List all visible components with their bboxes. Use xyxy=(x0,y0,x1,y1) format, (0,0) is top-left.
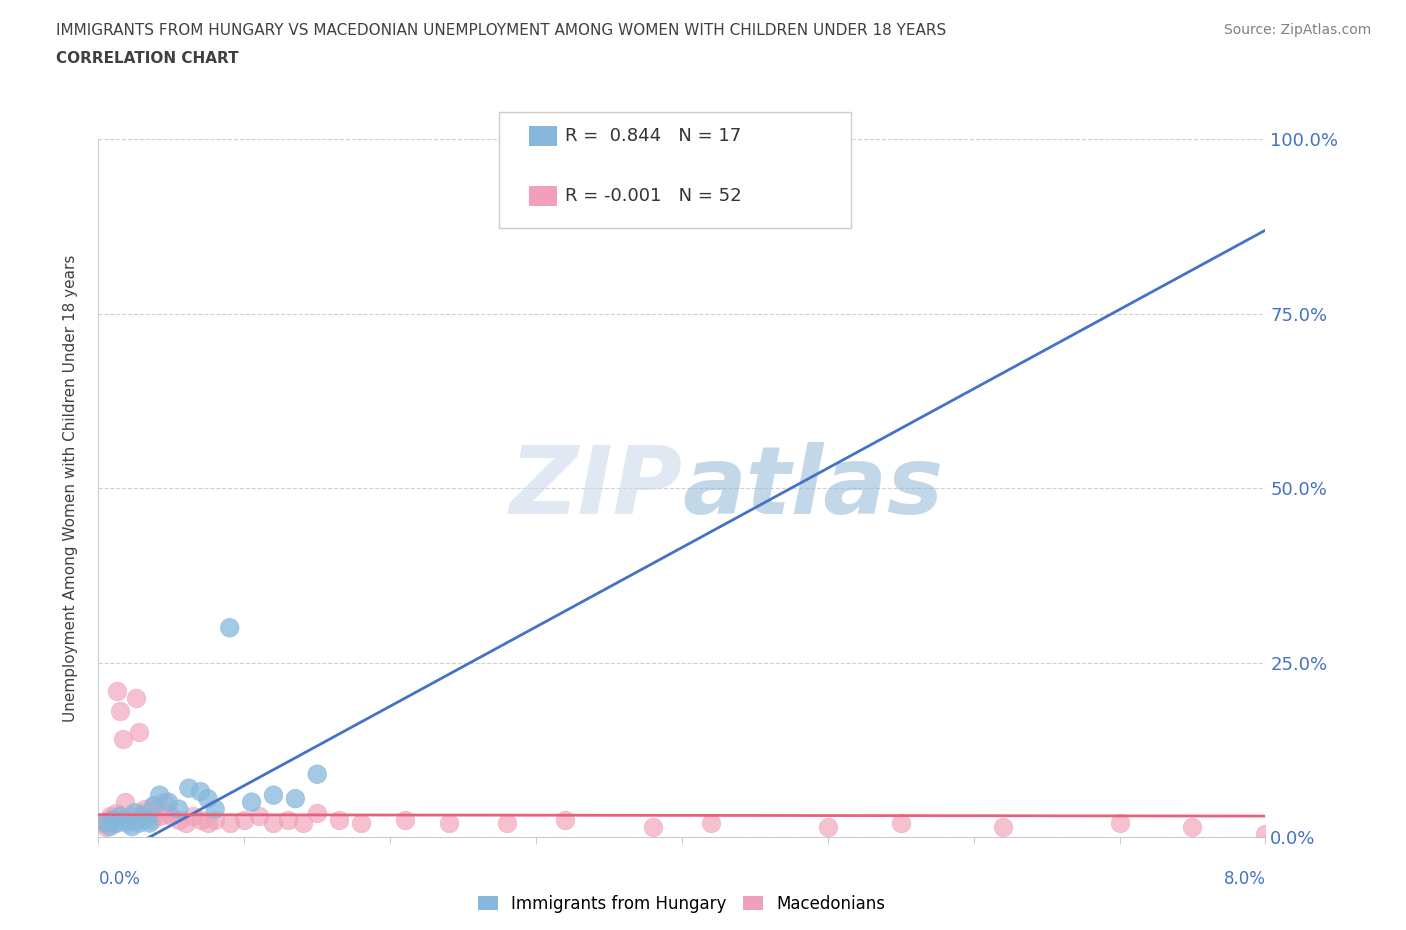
Point xyxy=(284,791,307,806)
Point xyxy=(131,805,153,820)
Text: R = -0.001   N = 52: R = -0.001 N = 52 xyxy=(565,187,742,206)
Point xyxy=(122,812,145,827)
Point xyxy=(101,812,124,827)
Point xyxy=(1254,826,1277,841)
Point xyxy=(149,788,172,803)
Point xyxy=(128,816,150,830)
Point xyxy=(153,794,176,809)
Point xyxy=(700,816,723,830)
Point xyxy=(112,732,135,747)
Point xyxy=(138,805,160,820)
Point xyxy=(149,809,172,824)
Point xyxy=(240,794,263,809)
Point xyxy=(98,819,121,834)
Point xyxy=(97,812,120,827)
Text: 8.0%: 8.0% xyxy=(1223,870,1265,887)
Point xyxy=(124,805,146,820)
Point xyxy=(350,816,373,830)
Text: atlas: atlas xyxy=(682,443,943,534)
Point xyxy=(94,816,117,830)
Text: R =  0.844   N = 17: R = 0.844 N = 17 xyxy=(565,126,741,145)
Point xyxy=(125,690,148,705)
Point xyxy=(120,809,142,824)
Point xyxy=(218,620,240,635)
Point xyxy=(128,725,150,740)
Legend: Immigrants from Hungary, Macedonians: Immigrants from Hungary, Macedonians xyxy=(471,888,893,920)
Point xyxy=(156,805,179,820)
Point xyxy=(291,816,314,830)
Point xyxy=(262,816,284,830)
Point xyxy=(307,766,329,781)
Text: 0.0%: 0.0% xyxy=(98,870,141,887)
Point xyxy=(277,812,299,827)
Point xyxy=(174,816,197,830)
Point xyxy=(110,704,132,719)
Point xyxy=(167,802,190,817)
Point xyxy=(233,812,256,827)
Point xyxy=(141,812,163,827)
Point xyxy=(204,812,226,827)
Point xyxy=(1108,816,1130,830)
Point xyxy=(890,816,912,830)
Point xyxy=(101,816,124,830)
Point xyxy=(1181,819,1204,834)
Point xyxy=(641,819,664,834)
Point xyxy=(641,132,664,147)
Text: CORRELATION CHART: CORRELATION CHART xyxy=(56,51,239,66)
Point xyxy=(328,812,350,827)
Point xyxy=(135,812,157,827)
Point xyxy=(105,683,128,698)
Text: ZIP: ZIP xyxy=(509,443,682,534)
Point xyxy=(117,816,139,830)
Point xyxy=(204,802,226,817)
Point xyxy=(437,816,460,830)
Point xyxy=(121,819,143,834)
Point xyxy=(394,812,416,827)
Point xyxy=(131,809,153,824)
Point xyxy=(181,809,204,824)
Point xyxy=(247,809,270,824)
Point xyxy=(307,805,329,820)
Point xyxy=(91,816,114,830)
Text: Source: ZipAtlas.com: Source: ZipAtlas.com xyxy=(1223,23,1371,37)
Point xyxy=(160,809,183,824)
Point xyxy=(142,798,165,813)
Y-axis label: Unemployment Among Women with Children Under 18 years: Unemployment Among Women with Children U… xyxy=(63,255,77,722)
Text: IMMIGRANTS FROM HUNGARY VS MACEDONIAN UNEMPLOYMENT AMONG WOMEN WITH CHILDREN UND: IMMIGRANTS FROM HUNGARY VS MACEDONIAN UN… xyxy=(56,23,946,38)
Point xyxy=(554,812,576,827)
Point xyxy=(218,816,240,830)
Point xyxy=(262,788,284,803)
Point xyxy=(991,819,1014,834)
Point xyxy=(157,794,180,809)
Point xyxy=(146,802,169,817)
Point xyxy=(114,794,136,809)
Point xyxy=(817,819,839,834)
Point xyxy=(110,809,132,824)
Point xyxy=(142,798,165,813)
Point xyxy=(495,816,517,830)
Point xyxy=(98,809,121,824)
Point xyxy=(134,802,156,817)
Point xyxy=(104,805,127,820)
Point xyxy=(94,819,117,834)
Point xyxy=(117,812,139,827)
Point xyxy=(190,812,212,827)
Point xyxy=(138,816,160,830)
Point xyxy=(190,784,212,799)
Point xyxy=(105,816,128,830)
Point xyxy=(167,812,190,827)
Point xyxy=(197,791,219,806)
Point xyxy=(112,812,135,827)
Point xyxy=(197,816,219,830)
Point xyxy=(177,781,200,796)
